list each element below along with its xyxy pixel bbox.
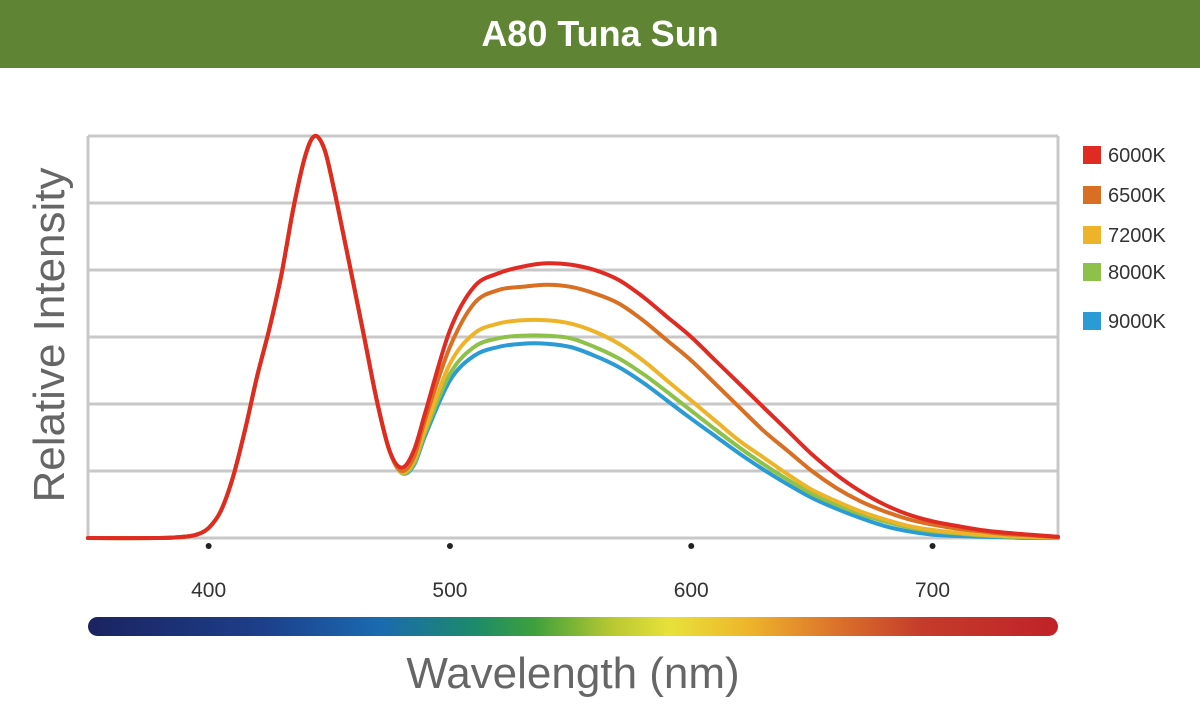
x-tick-label: 400 — [191, 579, 226, 602]
x-axis-ticks: 400 500 600 700 — [191, 543, 950, 602]
x-axis-title: Wavelength (nm) — [406, 649, 739, 698]
chart-title: A80 Tuna Sun — [481, 13, 719, 54]
x-tick-label: 600 — [674, 579, 709, 602]
x-tick-dot — [929, 543, 936, 549]
series-lines — [86, 133, 1060, 541]
legend-swatch — [1083, 186, 1101, 204]
x-tick-dot — [446, 543, 453, 549]
legend-swatch — [1083, 146, 1101, 164]
series-line-6000K — [86, 133, 1060, 541]
legend-label: 6000K — [1108, 145, 1166, 167]
legend: 6000K 6500K 7200K 8000K 9000K — [1083, 145, 1166, 333]
x-tick-dot — [688, 543, 695, 549]
title-bar: A80 Tuna Sun — [0, 0, 1200, 68]
legend-label: 6500K — [1108, 185, 1166, 207]
x-tick-label: 700 — [915, 579, 950, 602]
y-axis-title: Relative Intensity — [25, 167, 74, 502]
legend-swatch — [1083, 263, 1101, 281]
legend-label: 8000K — [1108, 262, 1166, 284]
legend-swatch — [1083, 312, 1101, 330]
x-tick-label: 500 — [432, 579, 467, 602]
legend-swatch — [1083, 226, 1101, 244]
legend-label: 7200K — [1108, 225, 1166, 247]
x-tick-dot — [205, 543, 212, 549]
spectrum-bar — [88, 617, 1058, 636]
plot-grid — [86, 134, 1060, 540]
legend-label: 9000K — [1108, 311, 1166, 333]
